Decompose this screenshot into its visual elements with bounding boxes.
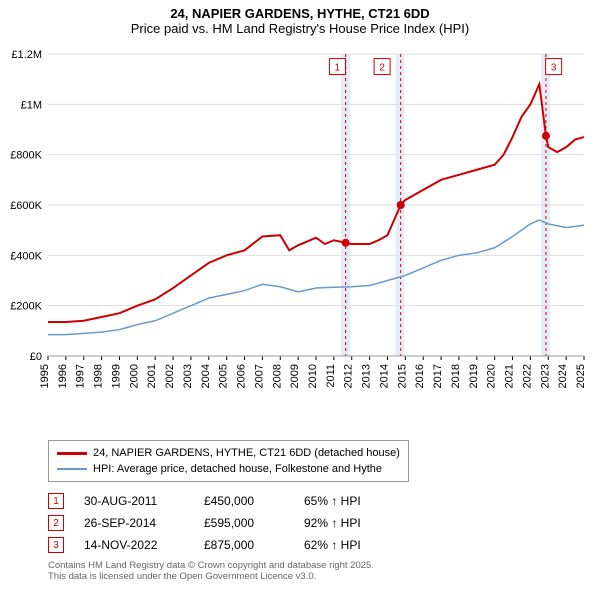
svg-text:1: 1 — [335, 63, 341, 74]
sales-table: 1 30-AUG-2011 £450,000 65% ↑ HPI 2 26-SE… — [48, 490, 394, 556]
svg-text:2008: 2008 — [271, 364, 283, 388]
svg-text:1998: 1998 — [93, 364, 105, 388]
sale-price: £875,000 — [204, 538, 284, 552]
svg-text:2015: 2015 — [396, 364, 408, 388]
sale-hpi-delta: 65% ↑ HPI — [304, 494, 394, 508]
svg-text:2010: 2010 — [307, 364, 319, 388]
attribution-line: Contains HM Land Registry data © Crown c… — [48, 560, 374, 571]
svg-text:2001: 2001 — [146, 364, 158, 388]
chart-container: 24, NAPIER GARDENS, HYTHE, CT21 6DD Pric… — [0, 0, 600, 590]
sale-date: 26-SEP-2014 — [84, 516, 184, 530]
legend-swatch — [57, 452, 87, 455]
svg-text:1996: 1996 — [57, 364, 69, 388]
legend-label: HPI: Average price, detached house, Folk… — [93, 463, 382, 475]
svg-text:2012: 2012 — [343, 364, 355, 388]
svg-text:2: 2 — [379, 63, 385, 74]
chart-subtitle: Price paid vs. HM Land Registry's House … — [0, 21, 600, 36]
chart-title: 24, NAPIER GARDENS, HYTHE, CT21 6DD — [0, 6, 600, 21]
svg-text:2009: 2009 — [289, 364, 301, 388]
sale-hpi-delta: 92% ↑ HPI — [304, 516, 394, 530]
svg-text:2014: 2014 — [378, 364, 390, 388]
svg-text:£800K: £800K — [10, 150, 42, 162]
svg-text:2016: 2016 — [414, 364, 426, 388]
sale-date: 30-AUG-2011 — [84, 494, 184, 508]
title-block: 24, NAPIER GARDENS, HYTHE, CT21 6DD Pric… — [0, 0, 600, 38]
svg-text:1995: 1995 — [39, 364, 51, 388]
sale-date: 14-NOV-2022 — [84, 538, 184, 552]
sale-price: £450,000 — [204, 494, 284, 508]
svg-text:£600K: £600K — [10, 200, 42, 212]
svg-text:2025: 2025 — [575, 364, 587, 388]
chart-plot-area: £0£200K£400K£600K£800K£1M£1.2M1995199619… — [48, 46, 584, 406]
legend-label: 24, NAPIER GARDENS, HYTHE, CT21 6DD (det… — [93, 447, 400, 459]
svg-text:2002: 2002 — [164, 364, 176, 388]
svg-text:2020: 2020 — [486, 364, 498, 388]
svg-text:£1.2M: £1.2M — [11, 49, 42, 61]
svg-text:2011: 2011 — [325, 364, 337, 388]
svg-text:2019: 2019 — [468, 364, 480, 388]
table-row: 3 14-NOV-2022 £875,000 62% ↑ HPI — [48, 534, 394, 556]
svg-text:2023: 2023 — [539, 364, 551, 388]
sale-marker-box: 3 — [48, 537, 64, 553]
svg-text:£200K: £200K — [10, 301, 42, 313]
legend-swatch — [57, 468, 87, 470]
svg-text:£0: £0 — [30, 351, 42, 363]
attribution-line: This data is licensed under the Open Gov… — [48, 571, 374, 582]
svg-text:2005: 2005 — [218, 364, 230, 388]
svg-text:2007: 2007 — [253, 364, 265, 388]
sale-marker-box: 1 — [48, 493, 64, 509]
sale-marker-box: 2 — [48, 515, 64, 531]
legend-item: 24, NAPIER GARDENS, HYTHE, CT21 6DD (det… — [57, 445, 400, 461]
chart-svg: £0£200K£400K£600K£800K£1M£1.2M1995199619… — [48, 46, 584, 406]
svg-text:1999: 1999 — [110, 364, 122, 388]
svg-text:2024: 2024 — [557, 364, 569, 388]
svg-text:2000: 2000 — [128, 364, 140, 388]
svg-text:2018: 2018 — [450, 364, 462, 388]
sale-hpi-delta: 62% ↑ HPI — [304, 538, 394, 552]
table-row: 1 30-AUG-2011 £450,000 65% ↑ HPI — [48, 490, 394, 512]
legend: 24, NAPIER GARDENS, HYTHE, CT21 6DD (det… — [48, 440, 409, 482]
svg-text:2006: 2006 — [236, 364, 248, 388]
svg-text:£1M: £1M — [21, 99, 42, 111]
attribution-text: Contains HM Land Registry data © Crown c… — [48, 560, 374, 583]
svg-text:1997: 1997 — [75, 364, 87, 388]
svg-text:2013: 2013 — [361, 364, 373, 388]
svg-text:£400K: £400K — [10, 250, 42, 262]
svg-text:2021: 2021 — [504, 364, 516, 388]
table-row: 2 26-SEP-2014 £595,000 92% ↑ HPI — [48, 512, 394, 534]
svg-text:2017: 2017 — [432, 364, 444, 388]
svg-text:2004: 2004 — [200, 364, 212, 388]
legend-item: HPI: Average price, detached house, Folk… — [57, 461, 400, 477]
svg-text:2022: 2022 — [521, 364, 533, 388]
svg-text:2003: 2003 — [182, 364, 194, 388]
svg-text:3: 3 — [551, 63, 557, 74]
sale-price: £595,000 — [204, 516, 284, 530]
